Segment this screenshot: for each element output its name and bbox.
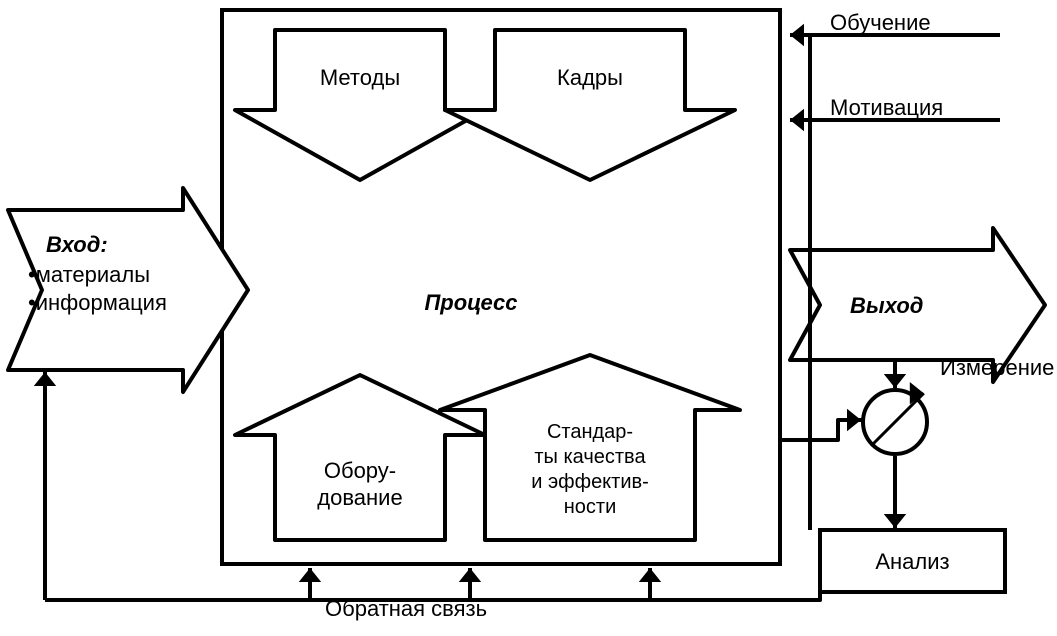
label-staff: Кадры [557,65,623,90]
process-diagram: Вход: •материалы •информация Выход Процесс Ме… [0,0,1057,636]
label-standards-4: ности [564,496,617,518]
label-equipment-2: дование [317,485,402,510]
input-bullet-2: •информация [28,290,167,315]
label-measurement: Измерение [940,355,1054,380]
process-label: Процесс [424,290,517,315]
input-bullet-1: •материалы [28,262,150,287]
top-arrow-staff [445,30,735,180]
label-standards-3: и эффектив- [531,471,649,493]
label-standards-1: Стандар- [547,421,633,443]
top-arrow-methods [235,30,485,180]
label-equipment-1: Обору- [324,458,396,483]
label-methods: Методы [320,65,400,90]
label-feedback: Обратная связь [325,596,487,621]
label-standards-2: ты качества [534,446,646,468]
output-label: Выход [850,293,923,318]
input-title: Вход: [46,232,108,257]
label-training: Обучение [830,10,931,35]
label-motivation: Мотивация [830,95,943,120]
label-analysis: Анализ [875,549,949,574]
